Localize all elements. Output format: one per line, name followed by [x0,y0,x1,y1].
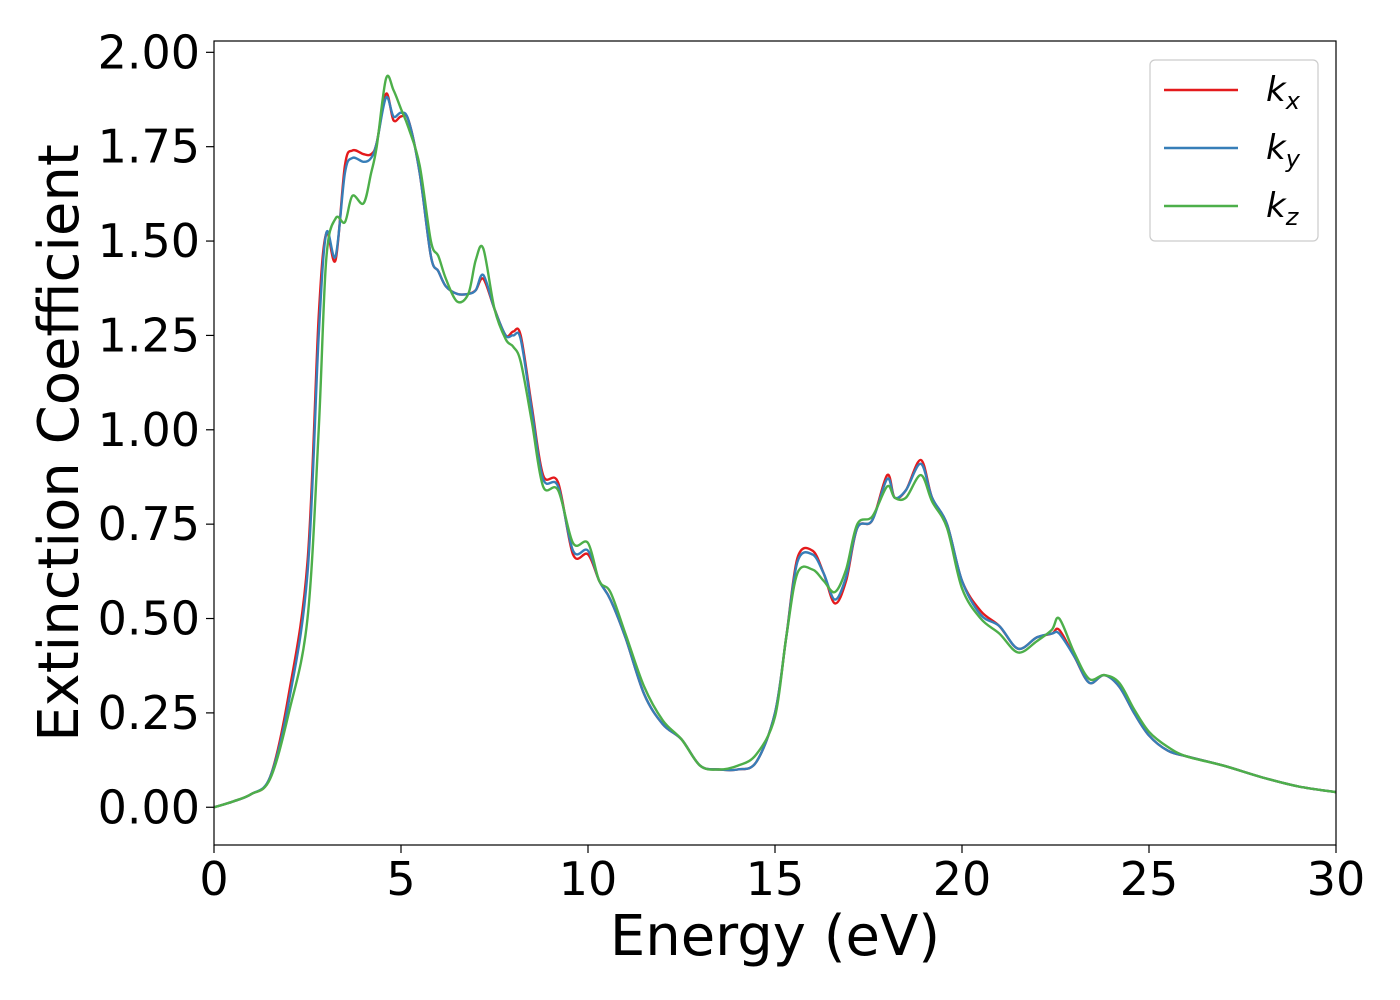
legend-label-subscript: z [1285,203,1300,231]
y-axis-ticks: 0.00 0.25 0.50 0.75 1.00 1.25 1.50 1.75 2.00 [98,25,214,834]
legend-label-base: k [1266,70,1287,110]
legend-label-kz: kz [1266,186,1300,231]
y-tick-label: 1.50 [98,214,200,268]
series-line-kz [213,74,1337,809]
y-tick-label: 0.25 [98,686,200,740]
legend-label-kx: kx [1266,70,1301,115]
plot-frame [213,40,1337,846]
legend-label-subscript: x [1285,87,1301,115]
x-axis-title: Energy (eV) [610,904,940,969]
legend-label-base: k [1266,186,1287,226]
y-tick-label: 0.75 [98,497,200,551]
legend-label-base: k [1266,128,1287,168]
y-tick-label: 1.25 [98,308,200,362]
x-tick-label: 15 [746,852,805,906]
x-tick-label: 25 [1120,852,1179,906]
x-tick-label: 0 [199,852,228,906]
legend-box [1149,59,1319,242]
x-axis-ticks: 0 5 10 15 20 25 30 [199,845,1365,906]
y-axis-title: Extinction Coefficient [27,144,92,742]
x-tick-label: 5 [386,852,415,906]
y-tick-label: 1.00 [98,403,200,457]
y-tick-label: 1.75 [98,120,200,174]
y-tick-label: 2.00 [98,25,200,79]
legend-label-ky: ky [1266,128,1301,173]
y-tick-label: 0.50 [98,592,200,646]
series-layer [213,74,1337,809]
x-tick-label: 20 [933,852,992,906]
x-tick-label: 10 [559,852,618,906]
y-tick-label: 0.00 [98,780,200,834]
x-tick-label: 30 [1307,852,1366,906]
legend-label-subscript: y [1285,145,1301,173]
